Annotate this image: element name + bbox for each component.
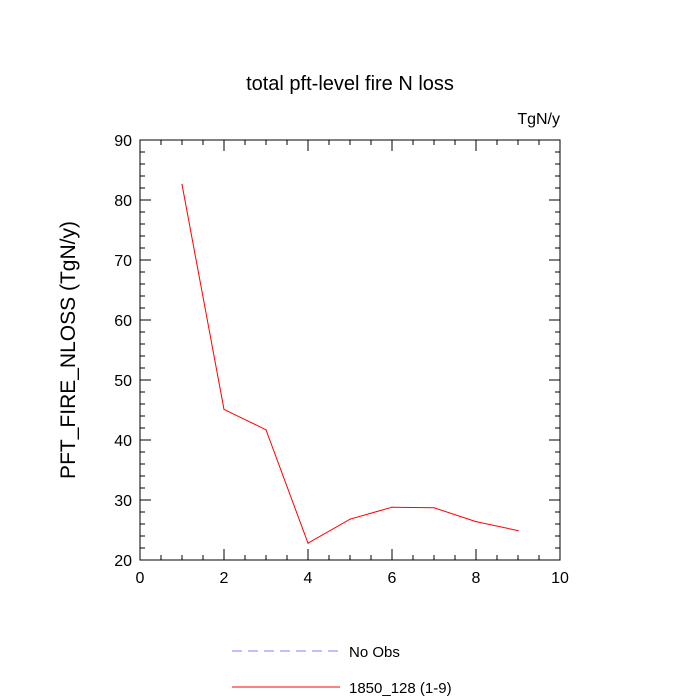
y-tick-label: 50 [114,373,132,390]
y-axis-label: PFT_FIRE_NLOSS (TgN/y) [57,221,80,479]
legend-label: No Obs [349,644,400,661]
x-tick-label: 4 [304,570,313,587]
y-tick-label: 40 [114,433,132,450]
data-point [349,518,351,520]
x-tick-label: 8 [472,570,481,587]
data-point [517,530,519,532]
units-label: TgN/y [517,111,560,128]
y-tick-label: 90 [114,133,132,150]
plot-frame [139,139,561,561]
y-tick-label: 80 [114,193,132,210]
x-tick-label: 10 [551,570,569,587]
legend-label: 1850_128 (1-9) [349,680,452,697]
x-tick-label: 6 [388,570,397,587]
y-tick-label: 30 [114,493,132,510]
y-tick-label: 20 [114,553,132,570]
data-point [433,507,435,509]
data-point [265,429,267,431]
axes: 0 2 4 6 8 10 20 30 40 50 60 70 80 90 [114,133,569,587]
x-tick-label: 2 [220,570,229,587]
legend: No Obs 1850_128 (1-9) [232,644,452,697]
chart-title: total pft-level fire N loss [246,73,454,95]
data-point [475,521,477,523]
data-point [391,506,393,508]
y-tick-label: 60 [114,313,132,330]
data-point [307,542,309,544]
x-tick-label: 0 [136,570,145,587]
y-tick-label: 70 [114,253,132,270]
series-group [181,183,519,544]
data-point [181,183,183,185]
data-point [223,408,225,410]
series-line [181,184,519,544]
